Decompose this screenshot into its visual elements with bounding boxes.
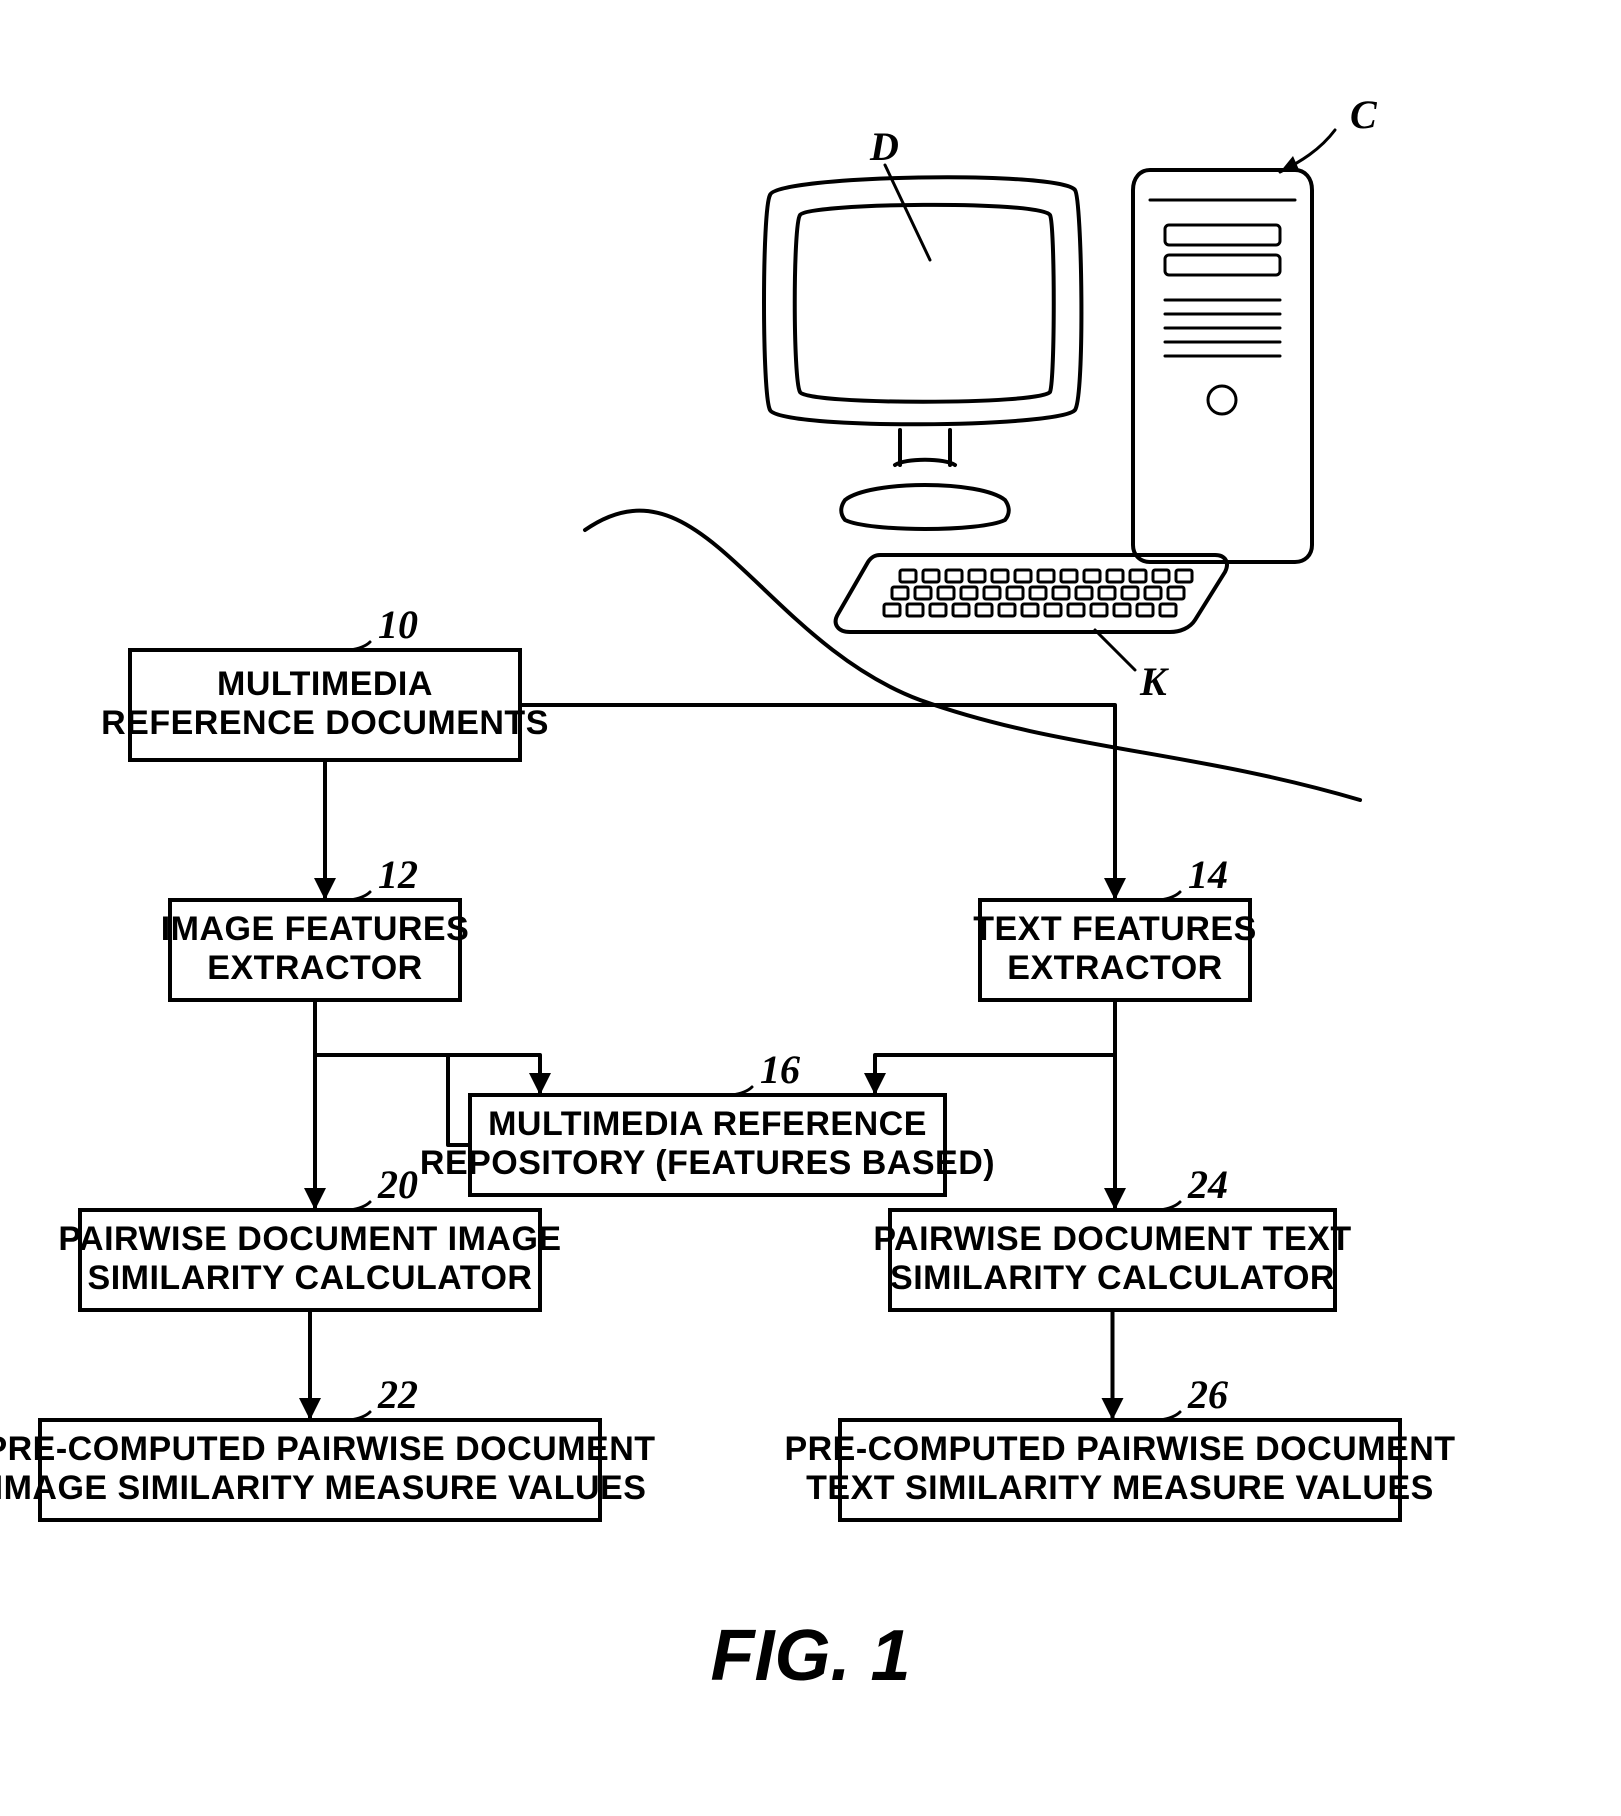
node-22-line-1: IMAGE SIMILARITY MEASURE VALUES bbox=[0, 1469, 646, 1507]
figure-label: FIG. 1 bbox=[710, 1616, 910, 1696]
node-12-line-0: IMAGE FEATURES bbox=[161, 910, 470, 948]
node-22-line-0: PRE-COMPUTED PAIRWISE DOCUMENT bbox=[0, 1430, 656, 1468]
ref-14: 14 bbox=[1188, 852, 1228, 897]
computer-illustration: C D K bbox=[585, 92, 1378, 800]
node-20-line-1: SIMILARITY CALCULATOR bbox=[88, 1259, 533, 1297]
node-16: MULTIMEDIA REFERENCEREPOSITORY (FEATURES… bbox=[420, 1047, 995, 1195]
node-16-line-0: MULTIMEDIA REFERENCE bbox=[488, 1105, 927, 1143]
node-12: IMAGE FEATURESEXTRACTOR 12 bbox=[161, 852, 470, 1000]
edge-n10-n14 bbox=[520, 705, 1115, 900]
edge-n12-n16 bbox=[315, 1000, 540, 1095]
node-26-line-0: PRE-COMPUTED PAIRWISE DOCUMENT bbox=[784, 1430, 1455, 1468]
node-14-line-1: EXTRACTOR bbox=[1007, 949, 1222, 987]
edge-n14-n16 bbox=[875, 1000, 1115, 1095]
node-26: PRE-COMPUTED PAIRWISE DOCUMENTTEXT SIMIL… bbox=[784, 1372, 1455, 1520]
node-14-line-0: TEXT FEATURES bbox=[973, 910, 1257, 948]
node-24-line-1: SIMILARITY CALCULATOR bbox=[890, 1259, 1335, 1297]
node-10: MULTIMEDIAREFERENCE DOCUMENTS 10 bbox=[101, 602, 549, 760]
display-label: D bbox=[869, 124, 899, 169]
ref-16: 16 bbox=[760, 1047, 800, 1092]
ref-12: 12 bbox=[378, 852, 418, 897]
edge-n12-n16 bbox=[315, 1000, 470, 1145]
node-10-line-1: REFERENCE DOCUMENTS bbox=[101, 704, 549, 742]
computer-label: C bbox=[1350, 92, 1378, 137]
node-24-line-0: PAIRWISE DOCUMENT TEXT bbox=[873, 1220, 1351, 1258]
node-10-line-0: MULTIMEDIA bbox=[217, 665, 433, 703]
node-16-line-1: REPOSITORY (FEATURES BASED) bbox=[420, 1144, 995, 1182]
ref-24: 24 bbox=[1187, 1162, 1228, 1207]
ref-22: 22 bbox=[377, 1372, 418, 1417]
ref-20: 20 bbox=[377, 1162, 418, 1207]
keyboard-label: K bbox=[1139, 659, 1169, 704]
node-20-line-0: PAIRWISE DOCUMENT IMAGE bbox=[58, 1220, 561, 1258]
ref-26: 26 bbox=[1187, 1372, 1228, 1417]
ref-10: 10 bbox=[378, 602, 418, 647]
figure-canvas: C D K MULTIMEDIAREFERENCE DOCUMENTS 10 IMAGE … bbox=[0, 0, 1621, 1816]
node-26-line-1: TEXT SIMILARITY MEASURE VALUES bbox=[806, 1469, 1434, 1507]
node-22: PRE-COMPUTED PAIRWISE DOCUMENTIMAGE SIMI… bbox=[0, 1372, 656, 1520]
node-12-line-1: EXTRACTOR bbox=[207, 949, 422, 987]
